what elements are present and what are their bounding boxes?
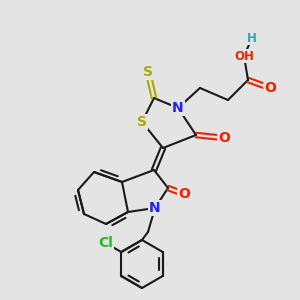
Text: Cl: Cl: [98, 236, 113, 250]
Text: S: S: [143, 65, 153, 79]
Text: O: O: [178, 187, 190, 201]
Text: O: O: [264, 81, 276, 95]
Text: N: N: [149, 201, 161, 215]
Text: N: N: [172, 101, 184, 115]
Text: O: O: [218, 131, 230, 145]
Text: H: H: [247, 32, 257, 44]
Text: OH: OH: [234, 50, 254, 62]
Text: S: S: [137, 115, 147, 129]
